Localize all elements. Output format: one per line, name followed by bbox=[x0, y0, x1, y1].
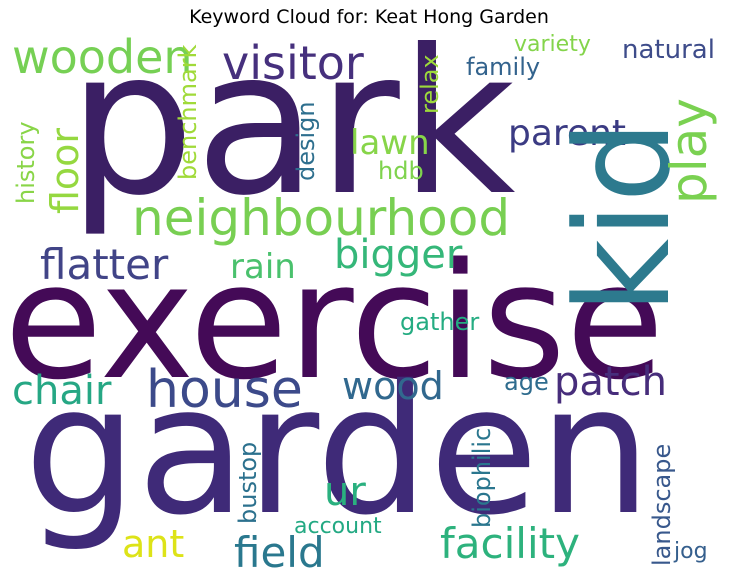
word-history: history bbox=[12, 121, 40, 204]
word-neighbourhood: neighbourhood bbox=[132, 189, 511, 247]
word-jog: jog bbox=[674, 539, 708, 564]
word-parent: parent bbox=[508, 113, 627, 154]
word-lawn: lawn bbox=[350, 123, 430, 163]
word-design: design bbox=[292, 101, 320, 181]
word-exercise: exercise bbox=[8, 228, 665, 415]
word-garden: garden bbox=[24, 347, 652, 554]
word-benchmark: benchmark bbox=[174, 44, 202, 180]
word-house: house bbox=[146, 360, 303, 420]
word-flatter: flatter bbox=[40, 240, 169, 289]
word-landscape: landscape bbox=[648, 443, 676, 566]
word-hdb: hdb bbox=[378, 157, 424, 185]
word-ur: ur bbox=[324, 469, 366, 515]
word-natural: natural bbox=[622, 35, 715, 65]
word-patch: patch bbox=[554, 359, 667, 405]
word-biophilic: biophilic bbox=[468, 427, 496, 528]
word-floor: floor bbox=[43, 127, 87, 214]
word-relax: relax bbox=[416, 54, 444, 114]
word-wood: wood bbox=[342, 364, 444, 408]
word-rain: rain bbox=[230, 247, 296, 287]
word-account: account bbox=[294, 514, 382, 539]
word-field: field bbox=[234, 528, 325, 577]
word-facility: facility bbox=[440, 519, 580, 568]
word-park: park bbox=[68, 32, 516, 240]
word-wooden: wooden bbox=[12, 32, 193, 84]
word-variety: variety bbox=[514, 32, 591, 57]
word-chair: chair bbox=[12, 368, 112, 414]
word-bigger: bigger bbox=[334, 232, 463, 278]
word-play: play bbox=[660, 98, 718, 204]
word-family: family bbox=[466, 53, 541, 81]
word-bustop: bustop bbox=[234, 441, 262, 524]
word-cloud: park exercise garden neighbourhood house… bbox=[8, 32, 728, 577]
word-gather: gather bbox=[400, 308, 480, 336]
word-ant: ant bbox=[122, 522, 185, 566]
word-age: age bbox=[504, 368, 549, 396]
chart-title: Keyword Cloud for: Keat Hong Garden bbox=[189, 6, 549, 28]
word-visitor: visitor bbox=[222, 36, 364, 90]
